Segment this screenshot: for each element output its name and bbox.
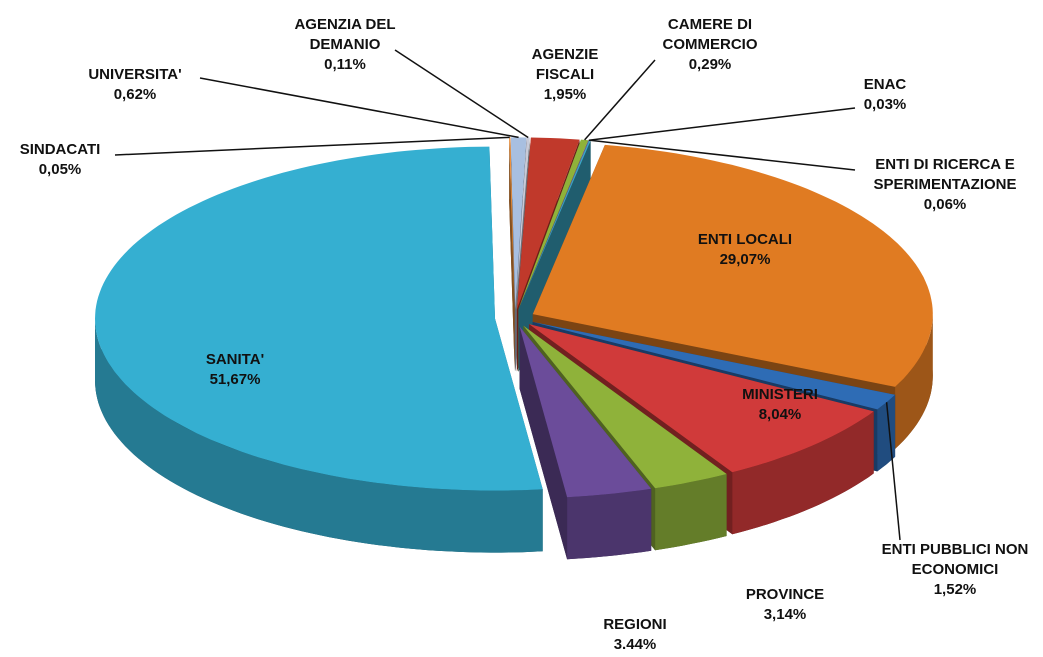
slice-top	[509, 137, 515, 310]
slice-wall	[655, 474, 727, 551]
category-label: REGIONI	[603, 616, 667, 633]
value-label: 1,52%	[933, 581, 977, 598]
data-label: AGENZIA DEL DEMANIO 0,11%	[280, 15, 410, 75]
slice-wall	[895, 314, 933, 449]
category-label: ENTI DI RICERCA E SPERIMENTAZIONE	[873, 156, 1017, 193]
value-label: 0,03%	[863, 96, 907, 113]
slice-wall	[567, 488, 652, 560]
slice	[509, 137, 515, 372]
value-label: 0,05%	[38, 161, 82, 178]
data-label: CAMERE DI COMMERCIO 0,29%	[645, 15, 775, 75]
data-label: MINISTERI 8,04%	[705, 385, 855, 425]
value-label: 29,07%	[719, 251, 771, 268]
category-label: PROVINCE	[745, 586, 825, 603]
data-label: ENTI PUBBLICI NON ECONOMICI 1,52%	[860, 540, 1043, 600]
slice-top	[523, 325, 727, 489]
data-label: PROVINCE 3,14%	[725, 585, 845, 625]
slice-top	[519, 326, 652, 498]
data-label: UNIVERSITA' 0,62%	[60, 65, 210, 105]
value-label: 8,04%	[758, 406, 802, 423]
value-label: 3.44%	[613, 636, 657, 653]
value-label: 0,06%	[923, 196, 967, 213]
leader-line	[589, 139, 856, 171]
value-label: 51,67%	[209, 371, 261, 388]
slice-wall	[732, 411, 874, 535]
leader-line	[199, 77, 519, 139]
slice-top	[95, 146, 543, 491]
value-label: 0,29%	[688, 56, 732, 73]
slice-top	[529, 324, 874, 473]
category-label: AGENZIA DEL DEMANIO	[294, 16, 396, 53]
category-label: ENTI LOCALI	[697, 231, 793, 248]
leader-line	[584, 59, 656, 141]
leader-line	[394, 49, 529, 139]
slice	[95, 146, 543, 553]
data-label: REGIONI 3.44%	[575, 615, 695, 655]
leader-line	[588, 107, 856, 141]
slice-side	[519, 326, 568, 560]
data-label: ENTI DI RICERCA E SPERIMENTAZIONE 0,06%	[850, 155, 1040, 215]
category-label: ENAC	[863, 76, 907, 93]
category-label: CAMERE DI COMMERCIO	[662, 16, 758, 53]
category-label: SINDACATI	[19, 141, 101, 158]
slice-top	[532, 144, 933, 387]
data-label: ENTI LOCALI 29,07%	[670, 230, 820, 270]
data-label: SANITA' 51,67%	[160, 350, 310, 390]
slice-top	[510, 137, 527, 310]
leader-line	[114, 136, 510, 156]
category-label: MINISTERI	[742, 386, 818, 403]
slice-top	[515, 137, 530, 310]
value-label: 3,14%	[763, 606, 807, 623]
value-label: 1,95%	[543, 86, 587, 103]
data-label: SINDACATI 0,05%	[5, 140, 115, 180]
slice	[519, 326, 652, 560]
category-label: AGENZIE FISCALI	[531, 46, 599, 83]
slice-wall	[95, 318, 543, 553]
slice-top	[518, 140, 590, 310]
category-label: UNIVERSITA'	[88, 66, 182, 83]
slice-top	[516, 137, 580, 310]
value-label: 0,11%	[324, 56, 366, 73]
slice-wall	[877, 394, 896, 472]
category-label: ENTI PUBBLICI NON ECONOMICI	[881, 541, 1029, 578]
data-label: AGENZIE FISCALI 1,95%	[525, 45, 605, 105]
slice-top	[518, 139, 589, 310]
value-label: 0,62%	[113, 86, 157, 103]
slice-top	[532, 322, 896, 410]
data-label: ENAC 0,03%	[845, 75, 925, 115]
slice-top	[518, 140, 591, 310]
leader-line	[885, 402, 901, 541]
category-label: SANITA'	[205, 351, 265, 368]
